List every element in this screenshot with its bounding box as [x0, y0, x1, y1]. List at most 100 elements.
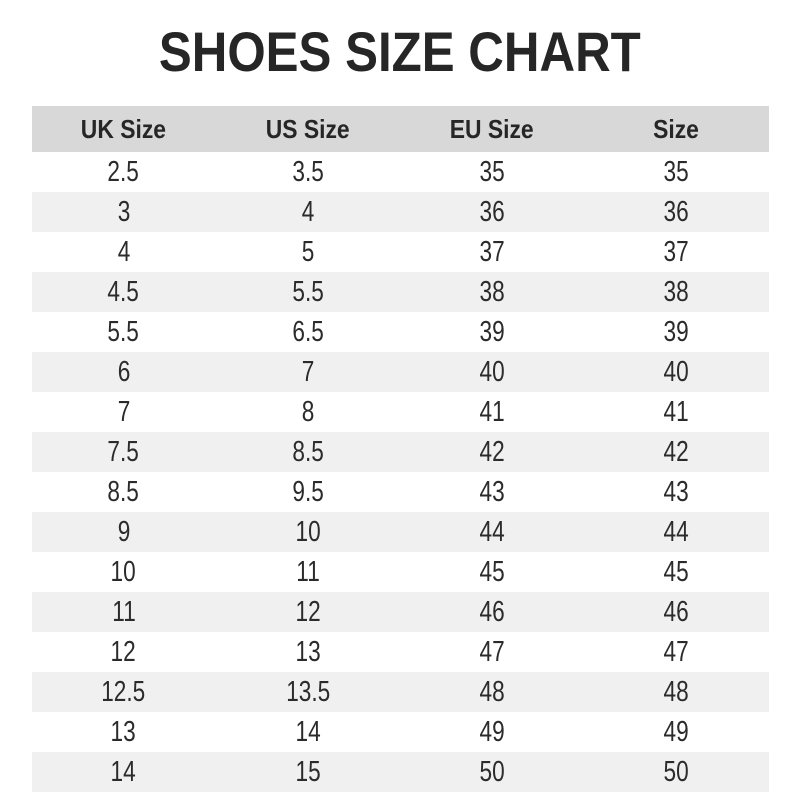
cell-value: 12 — [111, 635, 137, 668]
table-cell: 13 — [32, 712, 216, 752]
cell-value: 13 — [111, 715, 137, 748]
table-cell: 46 — [400, 592, 584, 632]
cell-value: 11 — [111, 595, 136, 628]
cell-value: 7 — [117, 395, 130, 428]
table-cell: 6 — [32, 352, 216, 392]
table-row: 6 7 40 40 — [31, 352, 769, 392]
table-cell: 48 — [400, 672, 584, 712]
table-row: 11 12 46 46 — [31, 592, 769, 632]
column-header-label: US Size — [265, 113, 350, 144]
cell-value: 36 — [479, 195, 505, 228]
table-row: 5.5 6.5 39 39 — [31, 312, 769, 352]
cell-value: 4 — [117, 235, 130, 268]
table-cell: 4 — [216, 192, 400, 232]
cell-value: 36 — [663, 195, 689, 228]
cell-value: 8.5 — [107, 475, 140, 508]
cell-value: 5 — [301, 235, 315, 268]
cell-value: 47 — [479, 635, 505, 668]
column-header: EU Size — [400, 106, 584, 152]
table-row: 12 13 47 47 — [31, 632, 769, 672]
cell-value: 6 — [117, 355, 130, 388]
column-header-label: Size — [653, 113, 700, 144]
cell-value: 6.5 — [292, 315, 324, 348]
table-cell: 39 — [584, 312, 768, 352]
cell-value: 13.5 — [285, 675, 330, 708]
table-cell: 40 — [400, 352, 584, 392]
table-row: 10 11 45 45 — [31, 552, 769, 592]
table-cell: 7 — [32, 392, 216, 432]
table-row: 2.5 3.5 35 35 — [31, 152, 769, 192]
table-cell: 8.5 — [216, 432, 400, 472]
table-cell: 13.5 — [216, 672, 400, 712]
table-cell: 5.5 — [32, 312, 216, 352]
table-row: 8.5 9.5 43 43 — [31, 472, 769, 512]
table-header-row: UK Size US Size EU Size Size — [31, 106, 769, 152]
table-cell: 15 — [216, 752, 400, 792]
cell-value: 3.5 — [292, 155, 324, 188]
table-cell: 11 — [32, 592, 216, 632]
size-table: UK Size US Size EU Size Size 2.5 3.5 35 35 3 4 36… — [31, 106, 769, 792]
cell-value: 14 — [295, 715, 321, 748]
size-chart-page: SHOES SIZE CHART UK Size US Size EU Size Si… — [0, 16, 800, 800]
cell-value: 45 — [663, 555, 689, 588]
table-cell: 45 — [400, 552, 584, 592]
table-cell: 47 — [400, 632, 584, 672]
table-cell: 7 — [216, 352, 400, 392]
table-cell: 45 — [584, 552, 768, 592]
cell-value: 50 — [479, 755, 505, 788]
table-cell: 35 — [584, 152, 768, 192]
column-header: UK Size — [32, 106, 216, 152]
table-cell: 38 — [584, 272, 768, 312]
cell-value: 7 — [301, 355, 315, 388]
table-cell: 38 — [400, 272, 584, 312]
cell-value: 7.5 — [107, 435, 140, 468]
cell-value: 45 — [479, 555, 505, 588]
table-cell: 5 — [216, 232, 400, 272]
table-row: 3 4 36 36 — [31, 192, 769, 232]
table-cell: 11 — [216, 552, 400, 592]
cell-value: 14 — [111, 755, 137, 788]
table-cell: 9.5 — [216, 472, 400, 512]
cell-value: 5.5 — [107, 315, 140, 348]
table-cell: 43 — [400, 472, 584, 512]
cell-value: 38 — [479, 275, 505, 308]
table-cell: 49 — [400, 712, 584, 752]
cell-value: 12 — [295, 595, 321, 628]
table-row: 14 15 50 50 — [31, 752, 769, 792]
table-cell: 39 — [400, 312, 584, 352]
table-cell: 48 — [584, 672, 768, 712]
table-cell: 12.5 — [32, 672, 216, 712]
cell-value: 5.5 — [292, 275, 324, 308]
cell-value: 9 — [117, 515, 130, 548]
cell-value: 13 — [295, 635, 321, 668]
table-cell: 2.5 — [32, 152, 216, 192]
table-cell: 36 — [400, 192, 584, 232]
cell-value: 37 — [479, 235, 505, 268]
cell-value: 9.5 — [292, 475, 324, 508]
table-cell: 14 — [32, 752, 216, 792]
table-cell: 37 — [584, 232, 768, 272]
table-cell: 41 — [400, 392, 584, 432]
cell-value: 8.5 — [292, 435, 324, 468]
page-title: SHOES SIZE CHART — [0, 16, 800, 88]
cell-value: 35 — [663, 155, 689, 188]
cell-value: 46 — [663, 595, 689, 628]
cell-value: 8 — [301, 395, 315, 428]
table-row: 4 5 37 37 — [31, 232, 769, 272]
table-cell: 50 — [400, 752, 584, 792]
column-header: Size — [584, 106, 768, 152]
table-cell: 4 — [32, 232, 216, 272]
cell-value: 43 — [479, 475, 505, 508]
column-header-label: UK Size — [81, 113, 167, 144]
table-cell: 41 — [584, 392, 768, 432]
table-cell: 10 — [216, 512, 400, 552]
cell-value: 43 — [663, 475, 689, 508]
table-cell: 13 — [216, 632, 400, 672]
table-cell: 3 — [32, 192, 216, 232]
cell-value: 40 — [479, 355, 505, 388]
table-cell: 7.5 — [32, 432, 216, 472]
table-cell: 8 — [216, 392, 400, 432]
column-header-label: EU Size — [450, 113, 535, 144]
cell-value: 40 — [663, 355, 689, 388]
table-row: 4.5 5.5 38 38 — [31, 272, 769, 312]
